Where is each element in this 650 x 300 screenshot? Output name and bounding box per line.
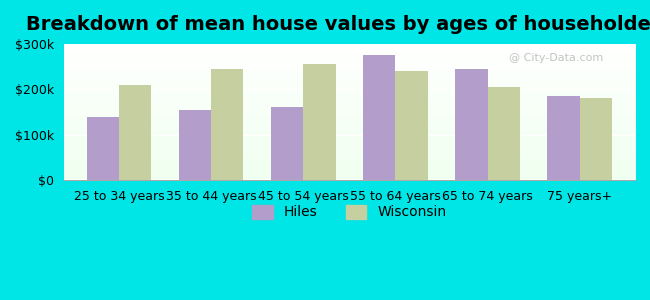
Bar xyxy=(87,117,119,180)
Bar xyxy=(547,96,580,180)
Bar xyxy=(456,69,488,180)
Title: Breakdown of mean house values by ages of householders: Breakdown of mean house values by ages o… xyxy=(27,15,650,34)
Text: @ City-Data.com: @ City-Data.com xyxy=(510,53,604,63)
Bar xyxy=(580,98,612,180)
Bar xyxy=(363,55,395,180)
Legend: Hiles, Wisconsin: Hiles, Wisconsin xyxy=(246,199,452,225)
Bar xyxy=(395,71,428,180)
Bar xyxy=(119,85,151,180)
Bar xyxy=(304,64,335,180)
Bar xyxy=(488,87,520,180)
Bar xyxy=(271,107,304,180)
Bar xyxy=(179,110,211,180)
Bar xyxy=(211,69,244,180)
